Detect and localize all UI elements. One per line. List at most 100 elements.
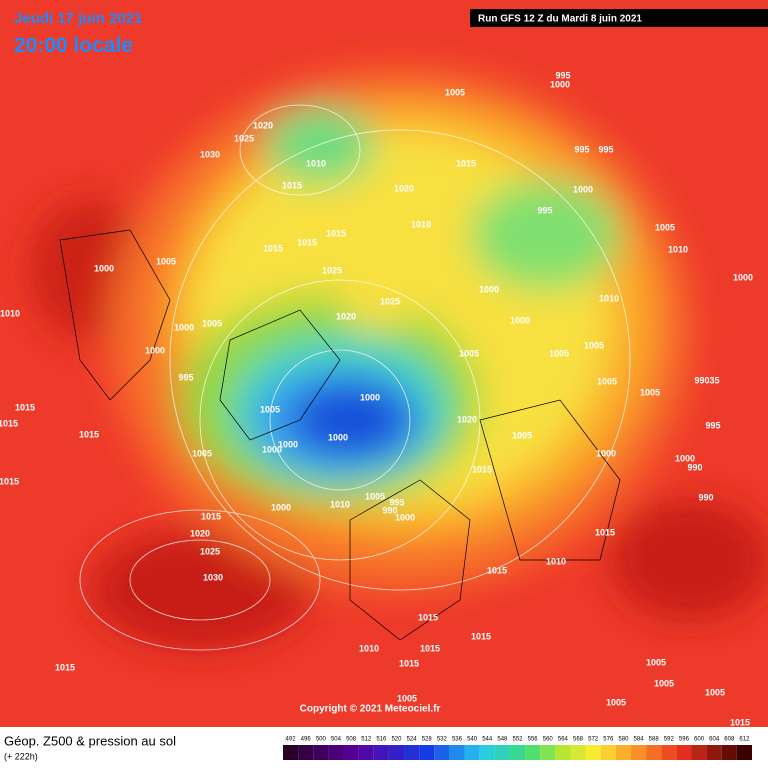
scale-label: 524 — [407, 737, 418, 743]
isobar-label: 1000 — [360, 392, 380, 402]
isobar-label: 995 — [598, 144, 613, 154]
legend-subtitle: (+ 222h) — [4, 751, 38, 761]
isobar-label: 1000 — [596, 448, 616, 458]
isobar-label: 1000 — [145, 345, 165, 355]
isobar-label: 99035 — [694, 375, 719, 385]
isobar-label: 1015 — [263, 243, 283, 253]
isobar-label: 1005 — [459, 348, 479, 358]
coastlines — [59, 229, 621, 641]
scale-swatch — [343, 745, 359, 760]
scale-label: 536 — [452, 737, 463, 743]
scale-swatch — [419, 745, 435, 760]
scale-swatch — [555, 745, 571, 760]
isobar-label: 1010 — [546, 556, 566, 566]
isobar-label: 1000 — [550, 79, 570, 89]
scale-label: 612 — [739, 737, 750, 743]
geopotential-field — [30, 70, 768, 650]
isobar-label: 1015 — [282, 180, 302, 190]
isobar-label: 1005 — [397, 693, 417, 703]
isobar-label: 1015 — [79, 429, 99, 439]
isobar-label: 1015 — [456, 158, 476, 168]
isobar-label: 1005 — [260, 404, 280, 414]
isobar-label: 1005 — [549, 348, 569, 358]
scale-label: 568 — [573, 737, 584, 743]
run-text: Run GFS 12 Z du Mardi 8 juin 2021 — [478, 14, 642, 25]
isobar-label: 1025 — [200, 546, 220, 556]
scale-swatch — [388, 745, 405, 760]
scale-swatch — [570, 745, 586, 760]
isobar-label: 1000 — [675, 453, 695, 463]
isobar-label: 1010 — [668, 244, 688, 254]
isobar-label: 990 — [687, 462, 702, 472]
run-banner — [470, 9, 768, 27]
isobar-label: 995 — [537, 205, 552, 215]
isobar-label: 1015 — [595, 527, 615, 537]
isobar-label: 995 — [555, 70, 570, 80]
time-text: 20:00 locale — [14, 34, 133, 57]
scale-label: 600 — [694, 737, 705, 743]
scale-swatch — [540, 745, 556, 760]
isobar-label: 1000 — [510, 315, 530, 325]
isobar-label: 990 — [382, 505, 397, 515]
scale-swatch — [646, 745, 662, 760]
scale-swatch — [313, 745, 329, 760]
scale-swatch — [721, 745, 737, 760]
isobar-label: 1005 — [654, 678, 674, 688]
scale-label: 504 — [331, 737, 342, 743]
isobar-label: 1020 — [394, 183, 414, 193]
isobar-label: 1025 — [234, 133, 254, 143]
isobar-label: 1000 — [271, 502, 291, 512]
scale-label: 544 — [482, 737, 493, 743]
scale-swatch — [509, 745, 526, 760]
scale-label: 512 — [361, 737, 372, 743]
isobar-label: 1015 — [472, 464, 492, 474]
scale-label: 604 — [709, 737, 720, 743]
scale-swatch — [298, 745, 314, 760]
date-text: Jeudi 17 juin 2021 — [14, 10, 142, 27]
scale-label: 552 — [512, 737, 523, 743]
isobar-label: 995 — [705, 420, 720, 430]
scale-swatch — [449, 745, 465, 760]
scale-label: 528 — [422, 737, 433, 743]
scale-label: 516 — [376, 737, 387, 743]
scale-label: 580 — [618, 737, 629, 743]
isobar-label: 1000 — [328, 432, 348, 442]
color-scale: 492 496 500 504 508 512 516 520 524 528 532 536 540 5… — [283, 737, 752, 760]
isobar-label: 1015 — [201, 511, 221, 521]
scale-label: 548 — [497, 737, 508, 743]
isobar-label: 1000 — [262, 444, 282, 454]
scale-label: 592 — [664, 737, 675, 743]
isobar-label: 1005 — [705, 687, 725, 697]
isobar-label: 1030 — [203, 572, 223, 582]
isobar-label: 1015 — [399, 658, 419, 668]
isobar-label: 995 — [389, 497, 404, 507]
scale-label: 492 — [286, 737, 297, 743]
isobar-label: 1000 — [94, 263, 114, 273]
scale-swatch — [615, 745, 631, 760]
scale-swatch — [283, 745, 299, 760]
isobar-label: 990 — [698, 492, 713, 502]
isobar-label: 995 — [574, 144, 589, 154]
scale-swatch — [358, 745, 374, 760]
isobar-label: 1015 — [297, 237, 317, 247]
scale-swatch — [434, 745, 450, 760]
isobar-label: 1005 — [365, 491, 385, 501]
scale-swatch — [676, 745, 692, 760]
isobar-label: 1020 — [336, 311, 356, 321]
isobar-label: 1025 — [322, 265, 342, 275]
isobar-label: 1005 — [202, 318, 222, 328]
isobar-label: 1005 — [597, 376, 617, 386]
scale-swatch — [525, 745, 541, 760]
scale-label: 596 — [679, 737, 690, 743]
scale-label: 520 — [391, 737, 402, 743]
scale-swatch — [600, 745, 616, 760]
scale-label: 556 — [528, 737, 539, 743]
isobar-label: 1005 — [192, 448, 212, 458]
isobar-label: 1005 — [512, 430, 532, 440]
isobar-label: 1015 — [0, 476, 19, 486]
isobar-label: 1000 — [278, 439, 298, 449]
isobar-label: 1005 — [156, 256, 176, 266]
